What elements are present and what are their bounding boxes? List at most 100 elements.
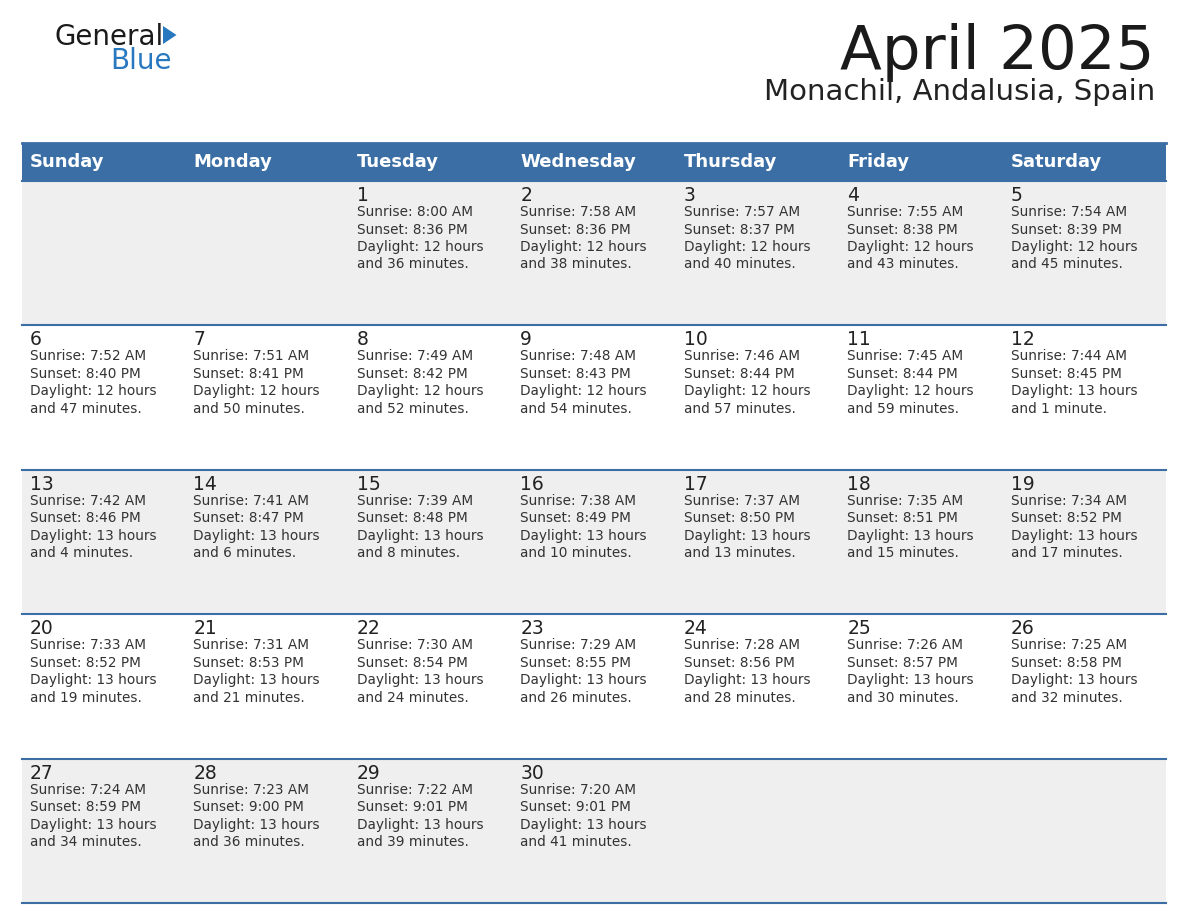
Text: Sunrise: 7:28 AM: Sunrise: 7:28 AM xyxy=(684,638,800,652)
Text: Sunrise: 7:48 AM: Sunrise: 7:48 AM xyxy=(520,350,637,364)
Text: and 41 minutes.: and 41 minutes. xyxy=(520,835,632,849)
Text: and 21 minutes.: and 21 minutes. xyxy=(194,690,305,705)
Text: Sunset: 8:44 PM: Sunset: 8:44 PM xyxy=(847,367,958,381)
Bar xyxy=(839,181,1003,325)
Text: Sunset: 8:43 PM: Sunset: 8:43 PM xyxy=(520,367,631,381)
Text: Daylight: 12 hours: Daylight: 12 hours xyxy=(356,385,484,398)
Text: Sunset: 9:01 PM: Sunset: 9:01 PM xyxy=(356,800,468,814)
Text: Blue: Blue xyxy=(110,47,171,75)
Text: 20: 20 xyxy=(30,620,53,638)
Text: 5: 5 xyxy=(1011,186,1023,205)
Text: Sunrise: 7:54 AM: Sunrise: 7:54 AM xyxy=(1011,205,1126,219)
Text: Daylight: 13 hours: Daylight: 13 hours xyxy=(1011,385,1137,398)
Text: Daylight: 13 hours: Daylight: 13 hours xyxy=(194,818,320,832)
Text: Sunrise: 7:20 AM: Sunrise: 7:20 AM xyxy=(520,783,637,797)
Text: Sunrise: 7:29 AM: Sunrise: 7:29 AM xyxy=(520,638,637,652)
Text: Daylight: 12 hours: Daylight: 12 hours xyxy=(520,385,647,398)
Text: Sunset: 8:36 PM: Sunset: 8:36 PM xyxy=(520,222,631,237)
Bar xyxy=(512,614,676,758)
Bar xyxy=(349,470,512,614)
Bar xyxy=(1003,325,1165,470)
Text: Monday: Monday xyxy=(194,153,272,171)
Text: April 2025: April 2025 xyxy=(840,23,1155,82)
Text: Daylight: 13 hours: Daylight: 13 hours xyxy=(847,529,974,543)
Text: Daylight: 13 hours: Daylight: 13 hours xyxy=(30,818,157,832)
Text: 3: 3 xyxy=(684,186,696,205)
Text: Sunset: 9:01 PM: Sunset: 9:01 PM xyxy=(520,800,631,814)
Text: Sunrise: 7:52 AM: Sunrise: 7:52 AM xyxy=(30,350,146,364)
Bar xyxy=(676,470,839,614)
Text: Sunset: 8:56 PM: Sunset: 8:56 PM xyxy=(684,655,795,670)
Text: 7: 7 xyxy=(194,330,206,350)
Text: Daylight: 12 hours: Daylight: 12 hours xyxy=(30,385,157,398)
Text: Sunrise: 7:41 AM: Sunrise: 7:41 AM xyxy=(194,494,309,508)
Text: Sunrise: 7:34 AM: Sunrise: 7:34 AM xyxy=(1011,494,1126,508)
Text: Sunday: Sunday xyxy=(30,153,105,171)
Text: Sunrise: 7:49 AM: Sunrise: 7:49 AM xyxy=(356,350,473,364)
Bar xyxy=(23,143,1165,181)
Text: Sunset: 8:45 PM: Sunset: 8:45 PM xyxy=(1011,367,1121,381)
Text: Thursday: Thursday xyxy=(684,153,777,171)
Text: 10: 10 xyxy=(684,330,708,350)
Text: Sunset: 8:49 PM: Sunset: 8:49 PM xyxy=(520,511,631,525)
Text: Daylight: 13 hours: Daylight: 13 hours xyxy=(194,529,320,543)
Text: Sunrise: 7:39 AM: Sunrise: 7:39 AM xyxy=(356,494,473,508)
Bar xyxy=(676,758,839,903)
Text: 29: 29 xyxy=(356,764,380,783)
Text: Sunset: 8:46 PM: Sunset: 8:46 PM xyxy=(30,511,140,525)
Text: Monachil, Andalusia, Spain: Monachil, Andalusia, Spain xyxy=(764,78,1155,106)
Bar xyxy=(185,470,349,614)
Text: Daylight: 13 hours: Daylight: 13 hours xyxy=(520,529,647,543)
Text: 25: 25 xyxy=(847,620,871,638)
Text: 27: 27 xyxy=(30,764,53,783)
Text: 12: 12 xyxy=(1011,330,1035,350)
Text: and 36 minutes.: and 36 minutes. xyxy=(194,835,305,849)
Bar xyxy=(23,325,185,470)
Text: Daylight: 13 hours: Daylight: 13 hours xyxy=(356,818,484,832)
Bar xyxy=(23,470,185,614)
Text: Sunset: 8:41 PM: Sunset: 8:41 PM xyxy=(194,367,304,381)
Text: Sunset: 8:52 PM: Sunset: 8:52 PM xyxy=(30,655,141,670)
Bar xyxy=(185,614,349,758)
Text: and 52 minutes.: and 52 minutes. xyxy=(356,402,469,416)
Text: Sunrise: 7:45 AM: Sunrise: 7:45 AM xyxy=(847,350,963,364)
Text: Daylight: 13 hours: Daylight: 13 hours xyxy=(30,529,157,543)
Text: 19: 19 xyxy=(1011,475,1035,494)
Bar xyxy=(839,470,1003,614)
Text: Tuesday: Tuesday xyxy=(356,153,438,171)
Text: and 30 minutes.: and 30 minutes. xyxy=(847,690,959,705)
Bar xyxy=(185,181,349,325)
Text: and 6 minutes.: and 6 minutes. xyxy=(194,546,297,560)
Text: and 24 minutes.: and 24 minutes. xyxy=(356,690,468,705)
Text: 26: 26 xyxy=(1011,620,1035,638)
Text: Sunset: 8:48 PM: Sunset: 8:48 PM xyxy=(356,511,468,525)
Text: Sunset: 8:59 PM: Sunset: 8:59 PM xyxy=(30,800,141,814)
Text: 2: 2 xyxy=(520,186,532,205)
Text: Saturday: Saturday xyxy=(1011,153,1101,171)
Text: and 34 minutes.: and 34 minutes. xyxy=(30,835,141,849)
Text: Daylight: 13 hours: Daylight: 13 hours xyxy=(30,673,157,688)
Text: Daylight: 13 hours: Daylight: 13 hours xyxy=(1011,529,1137,543)
Text: Daylight: 12 hours: Daylight: 12 hours xyxy=(847,240,974,254)
Text: 13: 13 xyxy=(30,475,53,494)
Bar xyxy=(676,614,839,758)
Bar xyxy=(1003,614,1165,758)
Text: and 28 minutes.: and 28 minutes. xyxy=(684,690,796,705)
Text: and 15 minutes.: and 15 minutes. xyxy=(847,546,959,560)
Text: Daylight: 13 hours: Daylight: 13 hours xyxy=(1011,673,1137,688)
Bar xyxy=(349,758,512,903)
Text: Sunset: 8:50 PM: Sunset: 8:50 PM xyxy=(684,511,795,525)
Text: and 10 minutes.: and 10 minutes. xyxy=(520,546,632,560)
Bar xyxy=(1003,758,1165,903)
Text: Sunrise: 7:46 AM: Sunrise: 7:46 AM xyxy=(684,350,800,364)
Text: 1: 1 xyxy=(356,186,368,205)
Text: Sunset: 8:47 PM: Sunset: 8:47 PM xyxy=(194,511,304,525)
Bar xyxy=(512,758,676,903)
Text: Sunrise: 7:26 AM: Sunrise: 7:26 AM xyxy=(847,638,963,652)
Text: 6: 6 xyxy=(30,330,42,350)
Bar xyxy=(1003,470,1165,614)
Text: 23: 23 xyxy=(520,620,544,638)
Text: 30: 30 xyxy=(520,764,544,783)
Text: and 50 minutes.: and 50 minutes. xyxy=(194,402,305,416)
Bar xyxy=(349,181,512,325)
